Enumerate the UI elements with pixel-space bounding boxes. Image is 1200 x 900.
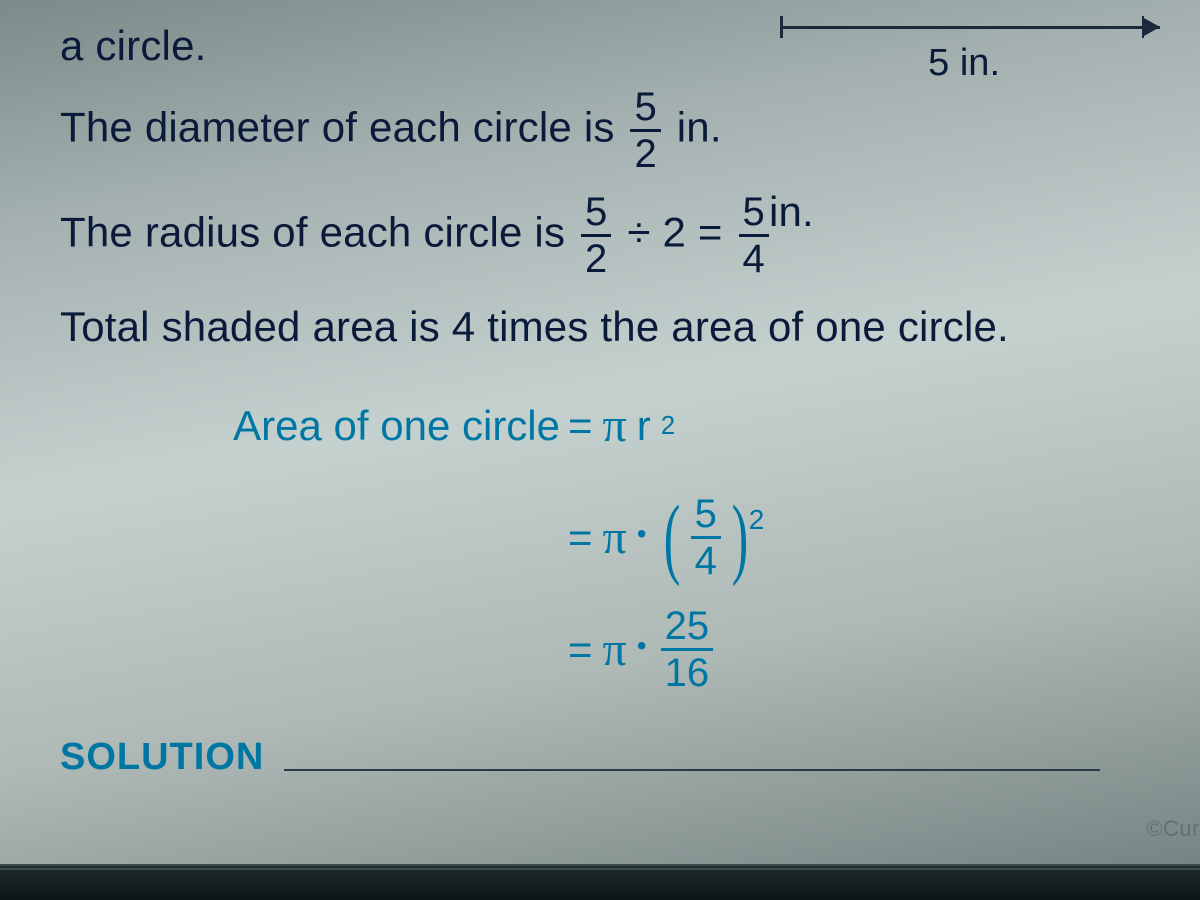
radius-unit: in. — [769, 188, 814, 235]
dimension-bar — [780, 26, 1160, 29]
radius-mid-text: ÷ 2 = — [615, 208, 734, 255]
fraction-5-over-4-b: 5 4 — [691, 494, 721, 581]
fraction-numerator: 5 — [581, 192, 611, 237]
equation-row-2: = π • ( 5 4 ) 2 — [140, 488, 1140, 588]
solution-row: SOLUTION — [60, 736, 1140, 789]
fraction-numerator: 25 — [661, 606, 714, 651]
equation-left-label: Area of one circle — [140, 402, 568, 450]
equation-right-1: = πr2 — [568, 398, 675, 453]
right-paren: ) — [732, 502, 748, 574]
fraction-5-over-2-b: 5 2 — [581, 192, 611, 279]
fraction-numerator: 5 — [630, 87, 660, 132]
solution-blank-line — [284, 767, 1100, 771]
equation-row-3: = π • 25 16 — [140, 600, 1140, 700]
fraction-denominator: 4 — [691, 539, 721, 581]
dimension-tick-left — [780, 16, 783, 38]
text-radius-line: The radius of each circle is 5 2 ÷ 2 = 5… — [60, 192, 1140, 279]
equals-sign: = — [568, 514, 593, 562]
solution-label: SOLUTION — [60, 736, 264, 779]
equation-row-1: Area of one circle = πr2 — [140, 376, 1140, 476]
fraction-denominator: 16 — [661, 651, 714, 693]
equation-block: Area of one circle = πr2 = π • ( 5 4 ) — [140, 376, 1140, 700]
multiply-dot: • — [637, 518, 647, 550]
r-variable: r — [637, 402, 651, 450]
dimension-arrow — [780, 12, 1160, 42]
text-diameter-line: The diameter of each circle is 5 2 in. — [60, 87, 1140, 174]
fraction-denominator: 2 — [630, 132, 660, 174]
fraction-denominator: 4 — [739, 237, 769, 279]
pi-symbol: π — [603, 510, 627, 565]
dimension-arrowhead — [1144, 18, 1160, 36]
equation-right-3: = π • 25 16 — [568, 606, 717, 693]
multiply-dot: • — [637, 630, 647, 662]
fraction-25-over-16: 25 16 — [661, 606, 714, 693]
fraction-numerator: 5 — [739, 192, 769, 237]
paren-fraction-5-4: ( 5 4 ) — [657, 494, 755, 581]
fraction-5-over-4: 5 4 — [739, 192, 769, 279]
screen-bottom-bezel — [0, 864, 1200, 900]
fraction-5-over-2: 5 2 — [630, 87, 660, 174]
equals-sign: = — [568, 626, 593, 674]
worksheet-content: a circle. The diameter of each circle is… — [0, 0, 1200, 789]
equation-right-2: = π • ( 5 4 ) 2 — [568, 494, 764, 581]
dimension-label: 5 in. — [928, 42, 1000, 85]
text-total-shaded: Total shaded area is 4 times the area of… — [60, 297, 1140, 358]
left-paren: ( — [663, 502, 679, 574]
pi-symbol: π — [603, 622, 627, 677]
fraction-denominator: 2 — [581, 237, 611, 279]
equals-sign: = — [568, 402, 593, 450]
exponent-2: 2 — [661, 410, 675, 441]
copyright-watermark: ©Cur — [1146, 816, 1200, 842]
diameter-text-pre: The diameter of each circle is — [60, 103, 626, 150]
diameter-text-post: in. — [665, 103, 722, 150]
pi-symbol: π — [603, 398, 627, 453]
fraction-numerator: 5 — [691, 494, 721, 539]
exponent-2-b: 2 — [749, 504, 765, 536]
radius-text-pre: The radius of each circle is — [60, 208, 577, 255]
